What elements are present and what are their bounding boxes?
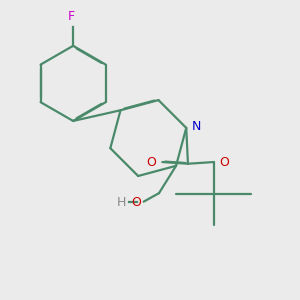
- Text: F: F: [68, 10, 75, 23]
- Text: O: O: [131, 196, 141, 209]
- Text: O: O: [146, 155, 156, 169]
- Text: N: N: [191, 120, 201, 133]
- Text: H: H: [116, 196, 126, 209]
- Text: O: O: [220, 155, 230, 169]
